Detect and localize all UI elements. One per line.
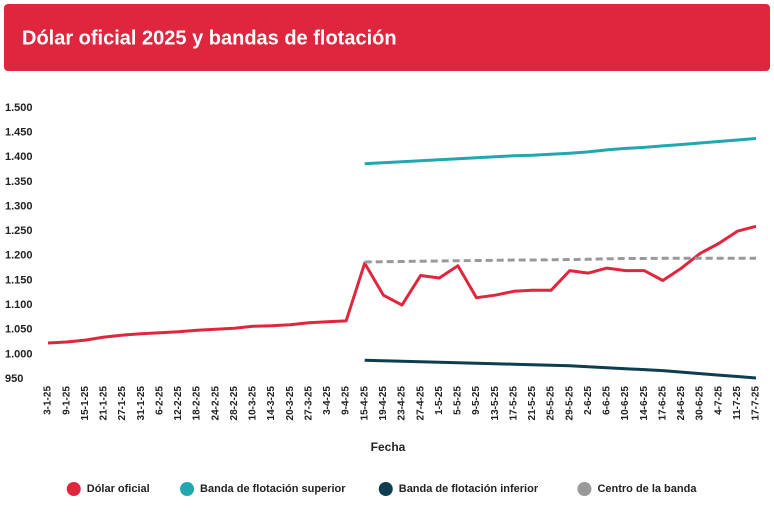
legend-marker <box>180 482 195 496</box>
x-tick-label: 21-5-25 <box>527 386 538 421</box>
y-tick-label: 1.300 <box>5 200 33 212</box>
x-tick-label: 24-6-25 <box>676 386 687 421</box>
x-tick-label: 21-1-25 <box>99 386 110 421</box>
y-tick-label: 1.150 <box>5 274 33 286</box>
x-tick-label: 17-5-25 <box>508 386 519 421</box>
legend-label: Banda de flotación superior <box>200 483 346 495</box>
y-tick-label: 1.500 <box>5 102 33 114</box>
x-tick-label: 5-5-25 <box>453 386 464 415</box>
x-tick-label: 14-6-25 <box>639 386 650 421</box>
y-tick-label: 1.100 <box>5 299 33 311</box>
x-tick-label: 6-6-25 <box>602 386 613 415</box>
x-tick-label: 28-2-25 <box>229 386 240 421</box>
series-line <box>364 137 757 166</box>
legend-marker <box>66 482 81 496</box>
x-tick-label: 12-2-25 <box>173 386 184 421</box>
x-tick-label: 25-5-25 <box>546 386 557 421</box>
x-tick-label: 31-1-25 <box>136 386 147 421</box>
x-tick-label: 13-5-25 <box>490 386 501 421</box>
x-tick-label: 27-4-25 <box>415 386 426 421</box>
chart-title: Dólar oficial 2025 y bandas de flotación <box>22 27 397 49</box>
x-tick-label: 15-1-25 <box>80 386 91 421</box>
legend-label: Centro de la banda <box>597 483 697 495</box>
x-tick-label: 14-3-25 <box>266 386 277 421</box>
legend-marker <box>378 482 393 496</box>
series-line <box>364 256 756 264</box>
x-tick-label: 17-6-25 <box>657 386 668 421</box>
series-line <box>47 224 757 345</box>
x-tick-label: 20-3-25 <box>285 386 296 421</box>
y-tick-label: 1.450 <box>5 127 33 139</box>
x-tick-label: 15-4-25 <box>359 386 370 421</box>
legend-label: Dólar oficial <box>87 483 150 495</box>
y-tick-label: 1.050 <box>5 324 33 336</box>
header <box>4 4 770 71</box>
x-tick-label: 9-5-25 <box>471 386 482 415</box>
x-tick-label: 3-1-25 <box>43 386 54 415</box>
x-tick-label: 3-4-25 <box>322 386 333 415</box>
x-tick-label: 30-6-25 <box>695 386 706 421</box>
x-tick-label: 18-2-25 <box>192 386 203 421</box>
x-tick-label: 10-3-25 <box>248 386 259 421</box>
series-line <box>364 358 757 380</box>
x-tick-label: 2-6-25 <box>583 386 594 415</box>
x-tick-label: 4-7-25 <box>713 386 724 415</box>
x-tick-label: 6-2-25 <box>154 386 165 415</box>
x-tick-label: 27-3-25 <box>303 386 314 421</box>
y-tick-label: 1.250 <box>5 225 33 237</box>
x-tick-label: 27-1-25 <box>117 386 128 421</box>
x-tick-label: 17-7-25 <box>751 386 762 421</box>
x-tick-label: 11-7-25 <box>732 386 743 420</box>
x-tick-label: 29-5-25 <box>564 386 575 421</box>
x-tick-label: 9-4-25 <box>341 386 352 415</box>
x-tick-label: 23-4-25 <box>397 386 408 421</box>
x-tick-label: 19-4-25 <box>378 386 389 421</box>
y-tick-label: 1.200 <box>5 250 33 262</box>
x-tick-label: 9-1-25 <box>61 386 72 415</box>
y-tick-label: 1.350 <box>5 176 33 188</box>
legend-label: Banda de flotación inferior <box>399 483 539 495</box>
legend-marker <box>577 482 592 496</box>
x-tick-label: 1-5-25 <box>434 386 445 415</box>
x-axis-title: Fecha <box>371 440 406 454</box>
y-tick-label: 950 <box>5 373 23 385</box>
x-tick-label: 24-2-25 <box>210 386 221 421</box>
y-tick-label: 1.000 <box>5 348 33 360</box>
y-tick-label: 1.400 <box>5 151 33 163</box>
x-tick-label: 10-6-25 <box>620 386 631 421</box>
